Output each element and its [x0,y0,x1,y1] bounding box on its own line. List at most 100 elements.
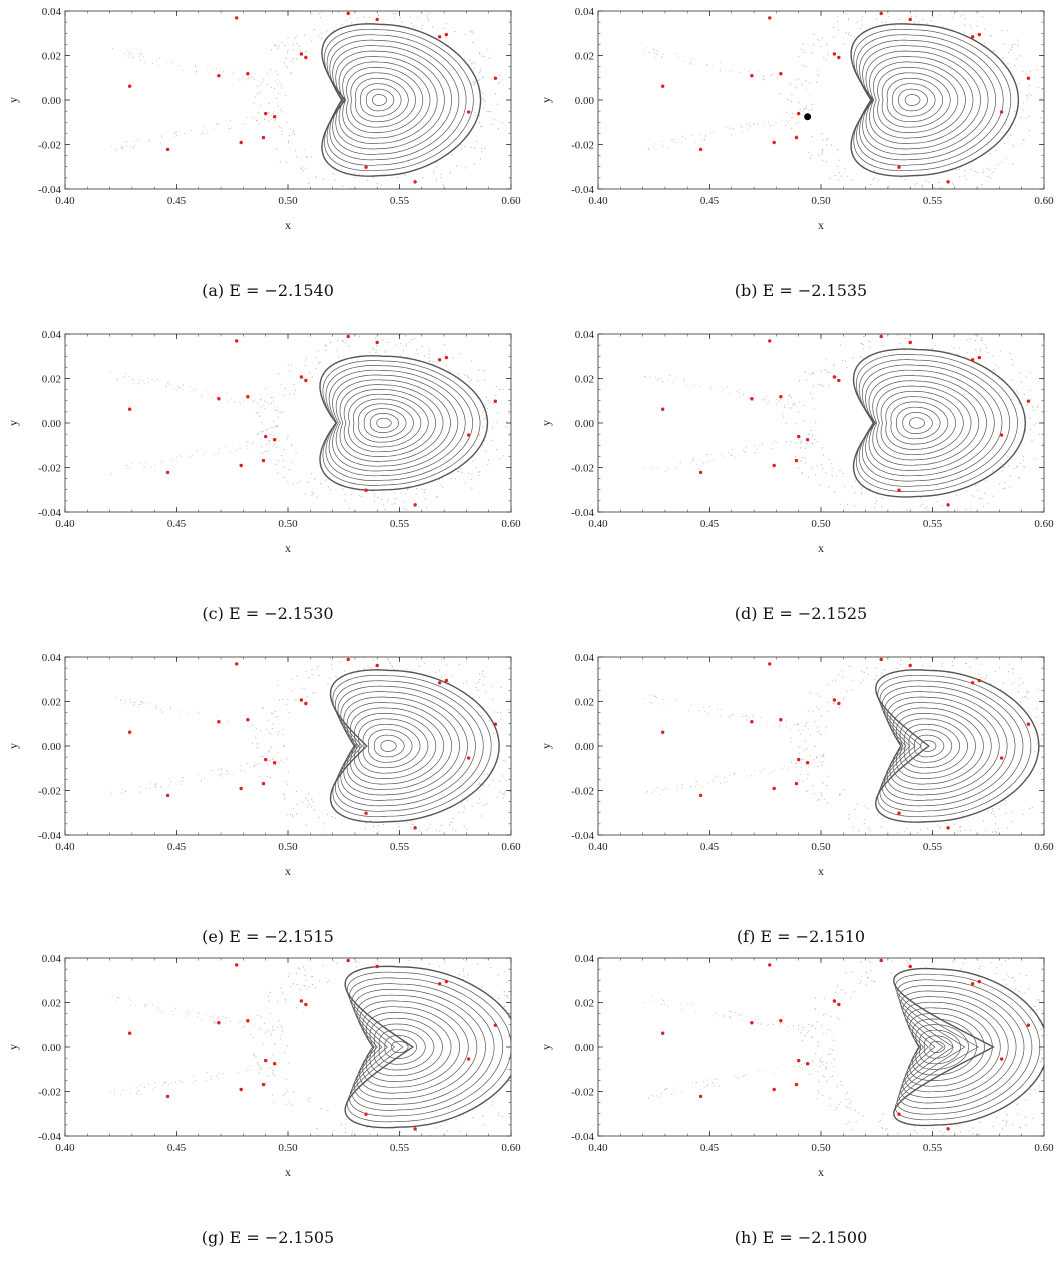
chaotic-point [441,477,443,479]
chaotic-point [698,710,700,712]
chaotic-point [727,451,729,453]
chaotic-point [502,388,504,391]
chaotic-point [156,59,158,61]
chaotic-point [417,16,419,19]
plot-area [642,958,1044,1136]
invariant-curve [884,691,1008,801]
chaotic-point [795,87,797,89]
chaotic-point [499,711,502,713]
chaotic-point [702,461,704,463]
chaotic-point [413,25,415,27]
y-tick-label: -0.02 [38,463,61,475]
chaotic-point [999,350,1001,352]
chaotic-point [216,68,218,70]
chaotic-point [993,369,995,371]
chaotic-point [296,42,298,45]
invariant-curve [865,369,995,477]
chaotic-point [974,658,976,660]
chaotic-point [463,975,465,977]
chaotic-point [142,702,144,704]
chaotic-point [716,1078,718,1080]
chaotic-point [274,443,276,445]
chaotic-point [1015,124,1017,127]
chaotic-point [779,725,781,727]
chaotic-point [156,379,158,381]
chaotic-point [729,70,731,72]
chaotic-point [464,374,466,376]
red-point [779,718,783,722]
chaotic-point [979,1121,981,1123]
chaotic-point [804,462,806,464]
chaotic-point [382,823,384,826]
chaotic-point [817,1090,819,1092]
chaotic-point [785,441,787,443]
chaotic-point [487,399,489,401]
chaotic-point [302,966,304,968]
chaotic-point [875,667,877,670]
chaotic-point [274,409,276,411]
chaotic-point [757,1022,759,1024]
chaotic-point [185,1016,187,1018]
chaotic-point [765,724,767,726]
x-tick-label: 0.40 [55,841,75,853]
chaotic-point [797,1024,799,1026]
chaotic-point [273,1029,275,1031]
chaotic-point [444,674,446,676]
chaotic-point [131,57,133,59]
chaotic-point [385,350,387,352]
chaotic-point [972,1133,974,1135]
chaotic-point [528,1042,529,1043]
chaotic-point [995,149,997,152]
chaotic-point [483,410,485,412]
chaotic-point [938,187,941,189]
chaotic-point [506,994,508,996]
invariant-curve [335,379,451,467]
chaotic-point [497,82,500,85]
chaotic-point [342,340,344,343]
chaotic-point [882,817,884,819]
chaotic-point [391,503,393,505]
chaotic-point [215,397,217,399]
chaotic-point [246,441,248,443]
chaotic-point [269,776,271,779]
chaotic-point [474,444,476,447]
chaotic-point [826,802,829,804]
chaotic-point [148,139,150,141]
invariant-curve [384,1035,418,1059]
chaotic-point [969,24,971,26]
red-point [304,1002,308,1007]
chaotic-point [277,460,279,462]
chaotic-point [804,108,806,110]
chaotic-point [301,687,303,689]
chaotic-point [739,1013,741,1015]
chaotic-point [139,1093,141,1095]
chaotic-point [829,1053,832,1055]
chaotic-point [195,71,197,73]
chaotic-point [651,695,653,697]
invariant-curve [337,685,476,807]
chaotic-point [264,450,266,452]
chaotic-point [375,337,377,339]
chaotic-point [1019,677,1021,679]
chaotic-point [1003,978,1005,981]
chaotic-point [646,791,648,793]
chaotic-point [124,373,126,375]
chaotic-point [847,665,849,667]
chaotic-point [712,65,714,67]
chaotic-point [691,1082,693,1084]
chaotic-point [371,839,372,840]
chaotic-point [285,1000,287,1003]
chaotic-point [955,495,957,497]
chaotic-point [425,829,428,831]
chaotic-point [798,380,800,382]
chaotic-point [109,1091,111,1093]
chaotic-point [486,407,489,409]
chaotic-point [672,1087,674,1089]
chaotic-point [1045,415,1046,416]
chaotic-point [291,462,293,464]
chaotic-point [839,1018,841,1021]
chaotic-point [777,401,779,403]
chaotic-point [867,807,869,809]
chaotic-point [259,1065,261,1067]
chaotic-point [143,61,145,63]
